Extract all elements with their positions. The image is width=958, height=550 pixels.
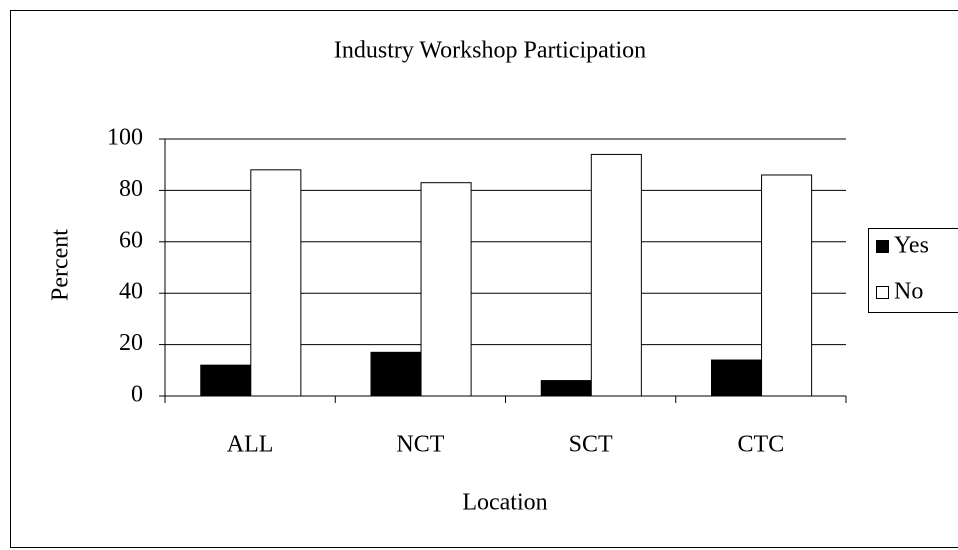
bar	[590, 153, 642, 397]
legend-swatch	[876, 286, 889, 299]
chart-title: Industry Workshop Participation	[334, 38, 646, 64]
bar	[420, 182, 472, 397]
y-axis-title: Percent	[48, 229, 74, 301]
x-tick-label: CTC	[738, 432, 785, 458]
y-tick-label: 0	[131, 382, 143, 408]
y-tick-label: 100	[107, 125, 143, 151]
bar	[761, 174, 813, 397]
legend-label: Yes	[894, 233, 929, 259]
x-tick-label: ALL	[227, 432, 274, 458]
x-tick-label: SCT	[569, 432, 613, 458]
bar	[370, 351, 422, 397]
y-tick-label: 60	[119, 227, 143, 253]
x-tick-label: NCT	[396, 432, 444, 458]
y-tick-label: 40	[119, 279, 143, 305]
bar	[540, 380, 592, 397]
y-tick-label: 20	[119, 330, 143, 356]
chart-frame	[10, 10, 958, 548]
bar	[711, 359, 763, 397]
y-tick-label: 80	[119, 176, 143, 202]
legend-label: No	[894, 279, 923, 305]
bar	[200, 364, 252, 397]
legend-swatch	[876, 240, 889, 253]
x-axis-title: Location	[462, 490, 547, 516]
bar	[250, 169, 302, 397]
